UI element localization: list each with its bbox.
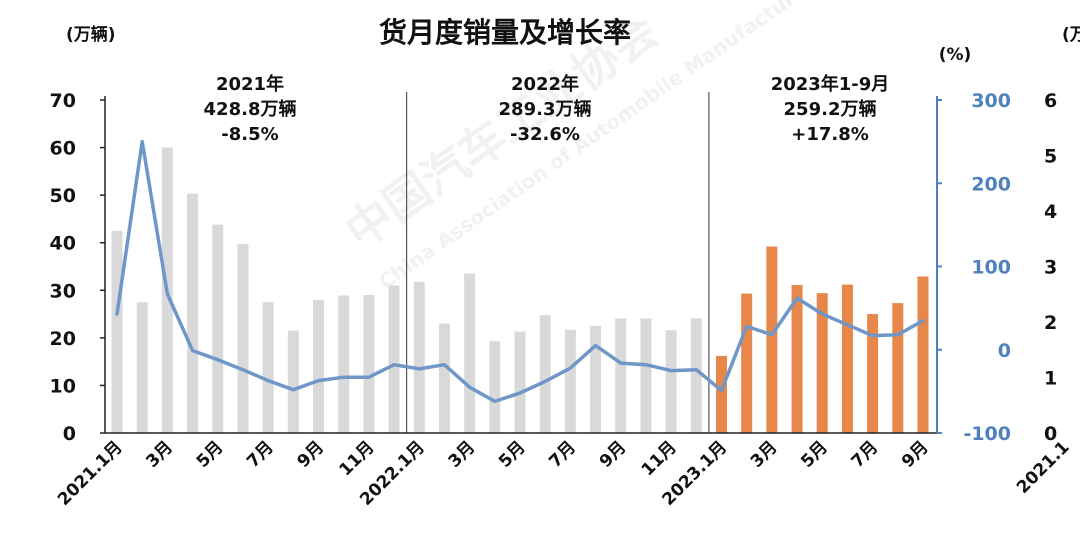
right-axis-ticks: -100 0 100 200 300: [937, 90, 1011, 445]
x-tick-label-14: 5月: [797, 437, 832, 472]
left-axis-unit: (万辆): [66, 24, 116, 45]
bar-25: [741, 293, 753, 433]
bar-5: [237, 244, 249, 433]
left-axis-ticks: 0 10 20 30 40 50 60 70: [50, 90, 105, 445]
x-tick-label-5: 11月: [336, 437, 379, 480]
bar-29: [841, 284, 853, 433]
growth-rate-line: [115, 139, 925, 404]
left-tick-label-0: 0: [63, 423, 76, 445]
x-tick-label-9: 7月: [545, 437, 580, 472]
bar-22: [665, 330, 677, 433]
bar-7: [287, 330, 299, 433]
left-tick-label-20: 20: [50, 328, 76, 350]
bar-3: [187, 193, 199, 433]
far-right-tick-label-4: 4: [1044, 201, 1057, 223]
bar-20: [615, 318, 627, 433]
left-tick-label-60: 60: [50, 138, 76, 160]
bar-11: [388, 285, 400, 433]
section-annotations: 2021年 428.8万辆 -8.5% 2022年 289.3万辆 -32.6% 2023年…: [204, 73, 890, 145]
year-dividers: [406, 92, 710, 433]
right-tick-label-0: 0: [998, 340, 1011, 362]
bar-12: [413, 281, 425, 433]
bar-6: [262, 302, 274, 433]
bar-15: [489, 341, 501, 433]
chart-title: 货月度销量及增长率: [379, 16, 631, 49]
x-tick-label-7: 3月: [445, 437, 480, 472]
bar-24: [716, 355, 727, 433]
right-tick-label-200: 200: [971, 173, 1011, 195]
right-axis-unit: (%): [939, 45, 972, 65]
section-label-0: 2021年: [216, 73, 284, 95]
axes: [104, 96, 938, 434]
right-tick-label-100: 100: [971, 257, 1011, 279]
bar-18: [564, 329, 576, 433]
x-tick-label-16: 9月: [898, 437, 933, 472]
bar-9: [338, 295, 350, 433]
line-series: [115, 139, 925, 404]
bar-16: [514, 331, 526, 433]
bar-30: [867, 314, 879, 433]
section-total-1: 289.3万辆: [499, 98, 592, 120]
bar-23: [690, 318, 702, 433]
bar-13: [438, 323, 450, 433]
far-right-axis-unit: (万: [1062, 25, 1080, 45]
bar-10: [363, 295, 375, 433]
x-tick-label-3: 7月: [243, 437, 278, 472]
x-tick-label-1: 3月: [142, 437, 177, 472]
section-growth-2: +17.8%: [791, 124, 869, 145]
far-right-tick-label-3: 3: [1044, 257, 1057, 279]
bar-19: [590, 325, 602, 433]
left-tick-label-40: 40: [50, 233, 76, 255]
far-right-tick-label-2: 2: [1044, 312, 1057, 334]
far-right-tick-label-5: 5: [1044, 146, 1057, 168]
bar-31: [892, 303, 904, 433]
section-total-2: 259.2万辆: [784, 98, 877, 120]
section-growth-0: -8.5%: [221, 124, 278, 145]
bar-32: [917, 276, 929, 433]
x-tick-label-2: 5月: [193, 437, 228, 472]
left-tick-label-30: 30: [50, 280, 76, 302]
bar-21: [640, 318, 652, 433]
far-right-axis-ticks: 0 1 2 3 4 5 6: [1044, 90, 1057, 445]
bar-14: [464, 273, 476, 433]
bar-series: [111, 147, 929, 434]
x-tick-label-8: 5月: [495, 437, 530, 472]
bar-0: [111, 230, 123, 433]
x-tick-label-10: 9月: [596, 437, 631, 472]
bar-4: [212, 224, 224, 433]
left-tick-label-50: 50: [50, 185, 76, 207]
far-right-tick-label-6: 6: [1044, 90, 1057, 112]
section-label-1: 2022年: [511, 73, 579, 95]
right-tick-label-300: 300: [971, 90, 1011, 112]
left-tick-label-10: 10: [50, 375, 76, 397]
x-tick-label-0: 2021.1月: [54, 437, 127, 510]
bar-26: [766, 246, 778, 433]
right-tick-label--100: -100: [963, 423, 1011, 445]
far-right-x-label: 2021.1: [1013, 437, 1074, 498]
bar-8: [313, 299, 324, 433]
x-tick-label-13: 3月: [747, 437, 782, 472]
far-right-tick-label-0: 0: [1044, 423, 1057, 445]
bar-27: [791, 285, 803, 433]
far-right-tick-label-1: 1: [1044, 368, 1057, 390]
bar-28: [816, 293, 828, 433]
x-tick-label-11: 11月: [638, 437, 681, 480]
bar-17: [539, 315, 551, 433]
x-tick-label-15: 7月: [848, 437, 883, 472]
bar-1: [136, 302, 148, 433]
left-tick-label-70: 70: [50, 90, 76, 112]
section-total-0: 428.8万辆: [204, 98, 297, 120]
section-growth-1: -32.6%: [510, 124, 580, 145]
section-label-2: 2023年1-9月: [771, 73, 890, 95]
x-tick-label-4: 9月: [293, 437, 328, 472]
